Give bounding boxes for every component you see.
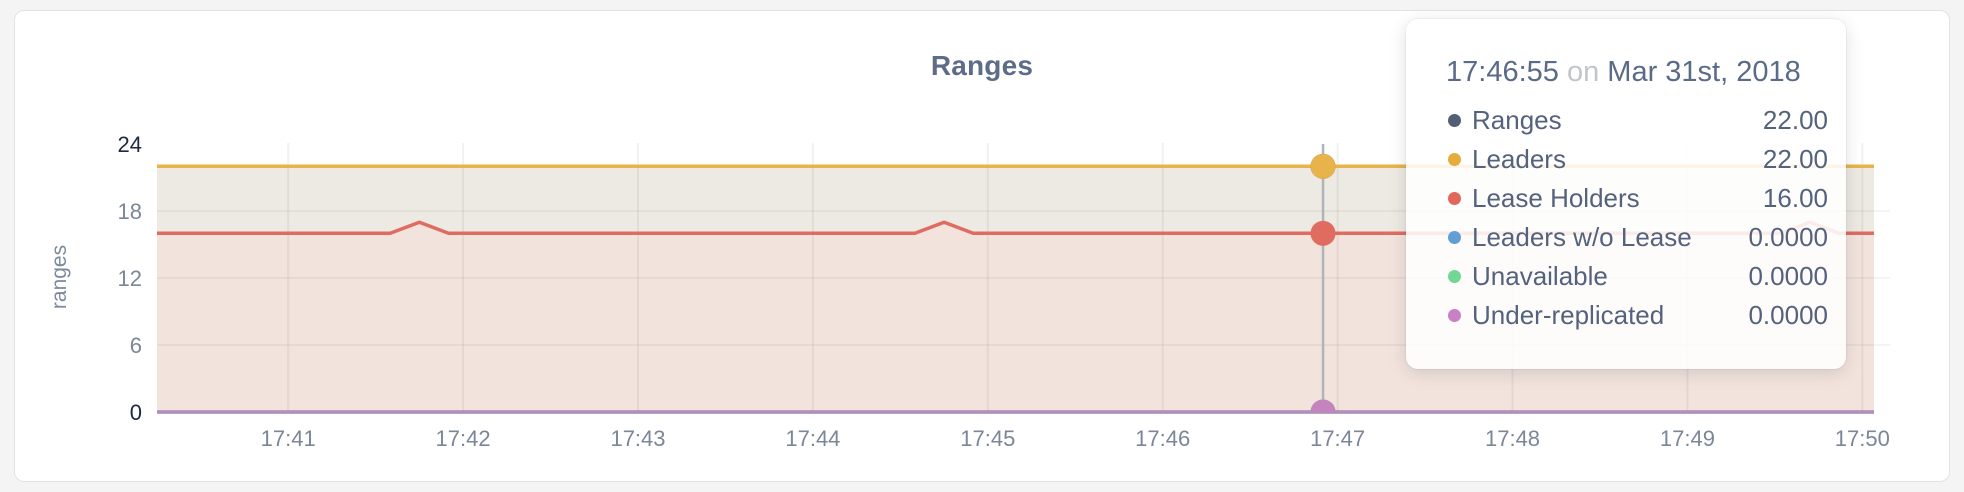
tooltip-time: 17:46:55 — [1446, 56, 1559, 88]
tooltip-rows: Ranges 22.00 Leaders 22.00 Lease Holders 16.0… — [1446, 101, 1830, 335]
series-color-dot-icon — [1448, 153, 1461, 166]
x-axis-tick-label: 17:50 — [1835, 426, 1890, 451]
series-color-dot-icon — [1448, 309, 1461, 322]
tooltip-date: Mar 31st, 2018 — [1607, 56, 1801, 88]
x-axis-tick-label: 17:44 — [785, 426, 840, 451]
series-value: 22.00 — [1762, 144, 1828, 174]
series-label: Leaders w/o Lease — [1472, 222, 1692, 252]
series-value: 0.0000 — [1748, 300, 1828, 330]
x-axis-tick-label: 17:43 — [610, 426, 665, 451]
x-axis-tick-label: 17:41 — [261, 426, 316, 451]
hover-guideline-group — [1310, 144, 1336, 413]
series-color-dot-icon — [1448, 231, 1461, 244]
hover-dot-leaders — [1310, 153, 1336, 179]
series-label: Under-replicated — [1472, 300, 1665, 330]
y-axis-tick-label: 24 — [118, 132, 142, 157]
tooltip-row: Under-replicated 0.0000 — [1446, 296, 1830, 335]
series-value: 22.00 — [1762, 105, 1828, 135]
series-value: 0.0000 — [1748, 222, 1828, 252]
y-axis-tick-label: 6 — [130, 333, 142, 358]
series-label: Unavailable — [1472, 261, 1608, 291]
tooltip-row: Unavailable 0.0000 — [1446, 257, 1830, 296]
tooltip-row: Leaders 22.00 — [1446, 140, 1830, 179]
series-color-dot-icon — [1448, 192, 1461, 205]
series-color-dot-icon — [1448, 270, 1461, 283]
hover-dot-lease-holders — [1310, 220, 1336, 246]
tooltip-row: Lease Holders 16.00 — [1446, 179, 1830, 218]
x-axis-tick-label: 17:48 — [1485, 426, 1540, 451]
y-axis-tick-label: 0 — [130, 400, 142, 425]
hover-dot-under-replicated — [1310, 399, 1336, 413]
series-label: Lease Holders — [1472, 183, 1640, 213]
x-axis-tick-label: 17:46 — [1135, 426, 1190, 451]
series-color-dot-icon — [1448, 114, 1461, 127]
tooltip-conjunction: on — [1566, 56, 1600, 88]
series-label: Leaders — [1472, 144, 1566, 174]
tooltip-row: Leaders w/o Lease 0.0000 — [1446, 218, 1830, 257]
series-value: 16.00 — [1762, 183, 1828, 213]
series-value: 0.0000 — [1748, 261, 1828, 291]
chart-title: Ranges — [930, 50, 1034, 81]
x-axis-tick-label: 17:47 — [1310, 426, 1365, 451]
x-axis-tick-label: 17:45 — [960, 426, 1015, 451]
chart-tooltip: 17:46:55 on Mar 31st, 2018 Ranges 22.00 Le… — [1406, 19, 1846, 369]
series-label: Ranges — [1472, 105, 1562, 135]
x-axis-tick-label: 17:49 — [1660, 426, 1715, 451]
y-axis-tick-label: 12 — [118, 266, 142, 291]
y-axis-tick-label: 18 — [118, 199, 142, 224]
tooltip-row: Ranges 22.00 — [1446, 101, 1830, 140]
tooltip-header: 17:46:55 on Mar 31st, 2018 — [1446, 51, 1830, 93]
x-axis-tick-label: 17:42 — [436, 426, 491, 451]
